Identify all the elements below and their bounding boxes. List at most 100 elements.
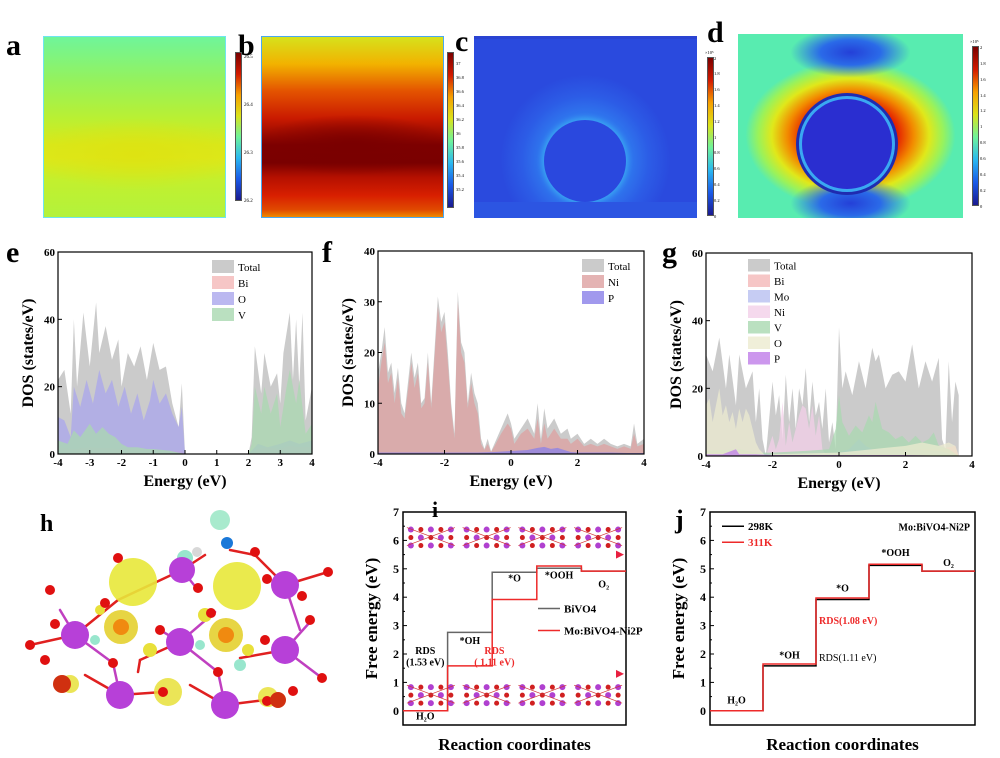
structure-thumbnail bbox=[406, 526, 455, 549]
colorbar-c-exponent: ×10⁵ bbox=[705, 50, 714, 55]
colorbar-c-tick: 1 bbox=[714, 135, 716, 140]
legend-label: O bbox=[774, 338, 782, 350]
legend-label: Bi bbox=[774, 276, 784, 288]
structure-thumbnail bbox=[462, 526, 511, 549]
x-tick-label: 4 bbox=[309, 457, 315, 469]
x-tick-label: -2 bbox=[440, 457, 450, 469]
legend-swatch bbox=[748, 352, 770, 365]
colorbar-c-tick: 0 bbox=[714, 214, 717, 219]
structure-thumbnail bbox=[574, 684, 623, 707]
colorbar-b-tick: 36.8 bbox=[456, 75, 465, 80]
colorbar-c bbox=[707, 57, 714, 216]
legend-label: Ni bbox=[774, 307, 785, 319]
y-tick-label: 3 bbox=[393, 619, 399, 633]
rds-label-298k: RDS(1.11 eV) bbox=[819, 653, 876, 664]
colorbar-c-ticks: ×10⁵ 2 1.8 1.6 1.4 1.2 1 0.8 0.6 0.4 0.2… bbox=[705, 50, 720, 219]
heatmap-d bbox=[738, 34, 963, 218]
colorbar-b-ticks: 37 36.8 36.6 36.4 36.2 36 35.8 35.6 35.4… bbox=[456, 61, 465, 192]
structure-thumbnail bbox=[518, 526, 567, 549]
x-tick-label: 2 bbox=[575, 457, 581, 469]
panel-label-e: e bbox=[6, 240, 19, 269]
step-label: *OOH bbox=[545, 571, 574, 582]
colorbar-a-tick: 26.5 bbox=[244, 55, 253, 60]
x-tick-label: -2 bbox=[768, 459, 778, 471]
y-tick-label: 6 bbox=[700, 533, 706, 547]
x-axis-label: Energy (eV) bbox=[469, 473, 552, 490]
legend-swatch bbox=[582, 259, 604, 272]
y-tick-label: 4 bbox=[700, 590, 706, 604]
x-tick-label: -1 bbox=[149, 457, 158, 469]
y-tick-label: 1 bbox=[700, 675, 706, 689]
colorbar-d-tick: 0.4 bbox=[980, 172, 986, 177]
colorbar-a bbox=[235, 52, 242, 201]
y-tick-label: 3 bbox=[700, 619, 706, 633]
free-energy-chart-i: 0 1 2 3 4 5 6 7 Reaction coordinates Free energy … bbox=[362, 500, 643, 754]
x-tick-label: -4 bbox=[373, 457, 383, 469]
legend-label: P bbox=[774, 354, 780, 366]
panel-label-i: i bbox=[432, 500, 438, 522]
plot-frame bbox=[402, 511, 627, 726]
legend-label: Total bbox=[238, 262, 260, 274]
legend-swatch bbox=[748, 305, 770, 318]
v-atom bbox=[270, 692, 286, 708]
y-tick-label: 5 bbox=[393, 562, 399, 576]
y-axis-label: DOS (states/eV) bbox=[340, 298, 357, 407]
legend-label-mo: Mo:BiVO4-Ni2P bbox=[564, 626, 643, 638]
mo-atom bbox=[192, 547, 202, 557]
arrowhead-icon bbox=[616, 550, 624, 559]
step-label: H₂O bbox=[416, 711, 435, 722]
x-tick-label: 2 bbox=[246, 457, 252, 469]
colorbar-b bbox=[447, 52, 454, 208]
legend-swatch bbox=[748, 290, 770, 303]
sphere-c bbox=[544, 120, 626, 202]
y-tick-label: 6 bbox=[393, 533, 399, 547]
x-axis-label: Energy (eV) bbox=[797, 475, 880, 492]
colorbar-d-ticks: ×10⁵ 2 1.8 1.6 1.4 1.2 1 0.8 0.6 0.4 0.2… bbox=[970, 39, 986, 209]
x-axis-label: Reaction coordinates bbox=[438, 735, 591, 754]
step-label: O₂ bbox=[598, 579, 609, 590]
x-tick-label: 1 bbox=[214, 457, 220, 469]
panel-label-d: d bbox=[707, 16, 724, 49]
step-label: *OH bbox=[779, 650, 800, 661]
colorbar-b-tick: 36.2 bbox=[456, 117, 464, 122]
dos-area-ni bbox=[378, 301, 644, 454]
colorbar-d bbox=[972, 46, 979, 206]
y-axis-label: DOS (states/eV) bbox=[20, 299, 37, 408]
energy-step-line-mobivo4ni2p bbox=[403, 565, 626, 712]
x-tick-label: -4 bbox=[53, 457, 63, 469]
y-tick-label: 30 bbox=[364, 297, 376, 309]
y-tick-label: 7 bbox=[700, 505, 706, 519]
legend-swatch bbox=[748, 336, 770, 349]
rds-value-mo: ( 1.11 eV) bbox=[474, 657, 514, 668]
isosurfaces bbox=[61, 510, 278, 707]
colorbar-d-tick: 0.6 bbox=[980, 156, 986, 161]
legend-label-311k: 311K bbox=[748, 537, 773, 549]
legend-swatch bbox=[212, 292, 234, 305]
legend-swatch bbox=[748, 274, 770, 287]
y-tick-label: 2 bbox=[700, 647, 706, 661]
heatmap-c bbox=[474, 36, 697, 218]
y-tick-label: 60 bbox=[44, 247, 56, 259]
y-tick-label: 0 bbox=[370, 449, 376, 461]
panel-label-a: a bbox=[6, 29, 21, 62]
colorbar-c-tick: 0.6 bbox=[714, 166, 720, 171]
y-tick-label: 2 bbox=[393, 647, 399, 661]
heatmap-a bbox=[43, 36, 226, 218]
y-tick-label: 0 bbox=[393, 704, 399, 718]
colorbar-c-tick: 0.8 bbox=[714, 150, 720, 155]
colorbar-a-tick: 26.2 bbox=[244, 199, 253, 204]
n-atom bbox=[221, 537, 233, 549]
colorbar-c-tick: 1.4 bbox=[714, 103, 720, 108]
y-tick-label: 4 bbox=[393, 590, 399, 604]
legend-label: V bbox=[238, 310, 246, 322]
colorbar-c-tick: 1.6 bbox=[714, 87, 720, 92]
legend-swatch bbox=[212, 260, 234, 273]
colorbar-d-tick: 1.2 bbox=[980, 108, 986, 113]
colorbar-b-tick: 35.8 bbox=[456, 145, 465, 150]
colorbar-d-tick: 0 bbox=[980, 204, 983, 209]
colorbar-b-tick: 35.2 bbox=[456, 187, 464, 192]
colorbar-c-tick: 0.4 bbox=[714, 182, 720, 187]
step-label: H₂O bbox=[727, 696, 746, 707]
